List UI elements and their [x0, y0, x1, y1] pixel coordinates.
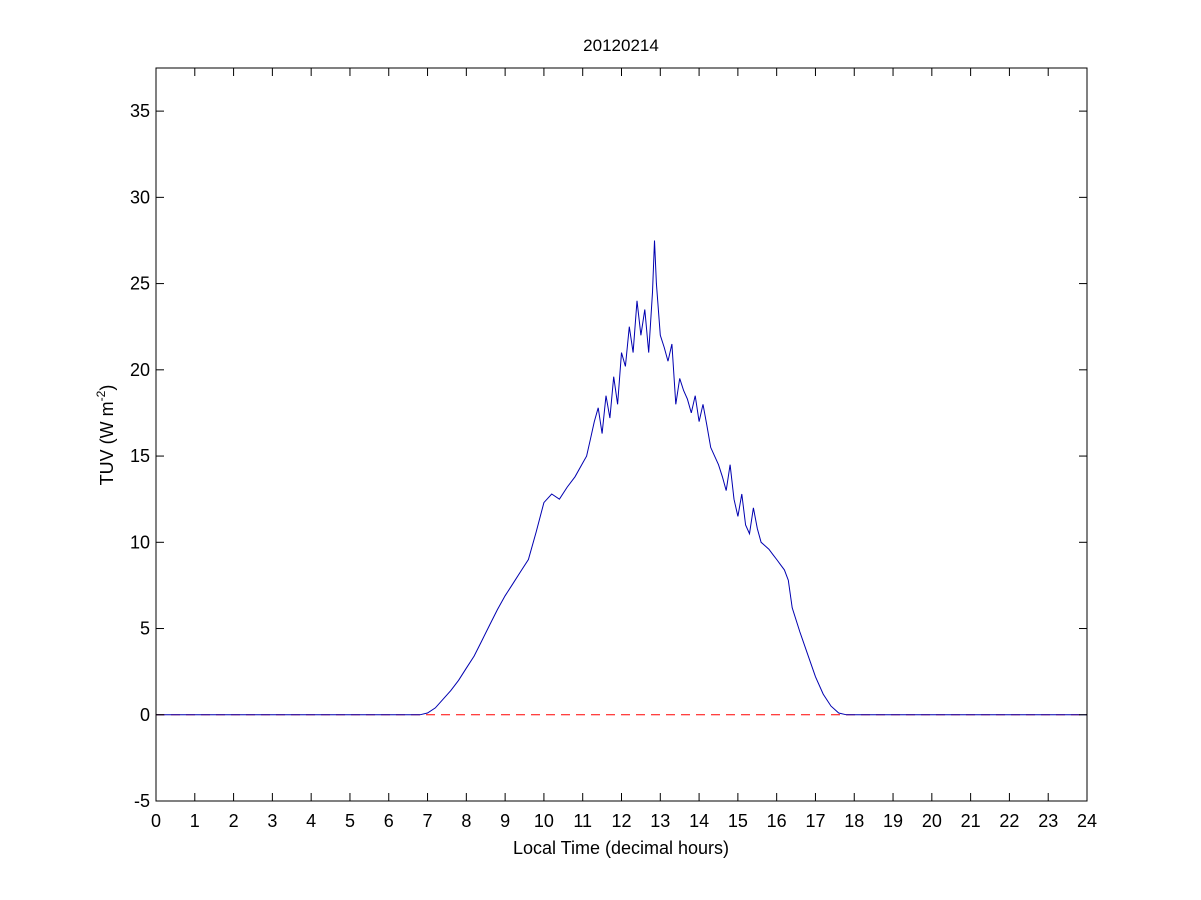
- x-tick-label: 6: [384, 811, 394, 831]
- x-tick-label: 15: [728, 811, 748, 831]
- x-tick-label: 4: [306, 811, 316, 831]
- x-tick-label: 9: [500, 811, 510, 831]
- x-tick-label: 14: [689, 811, 709, 831]
- y-axis-label: TUV (W m-2): [94, 385, 117, 486]
- y-axis-label-superscript: -2: [94, 390, 108, 401]
- y-tick-label: 10: [130, 532, 150, 552]
- x-tick-label: 13: [650, 811, 670, 831]
- y-tick-label: 25: [130, 274, 150, 294]
- x-tick-label: 23: [1038, 811, 1058, 831]
- x-tick-label: 1: [190, 811, 200, 831]
- y-axis-label-text: TUV (W m: [97, 401, 117, 485]
- y-tick-label: -5: [134, 791, 150, 811]
- x-tick-label: 10: [534, 811, 554, 831]
- y-tick-label: 30: [130, 187, 150, 207]
- x-tick-label: 18: [844, 811, 864, 831]
- x-tick-label: 8: [461, 811, 471, 831]
- x-tick-label: 22: [999, 811, 1019, 831]
- x-tick-label: 2: [229, 811, 239, 831]
- x-tick-label: 7: [423, 811, 433, 831]
- x-tick-label: 0: [151, 811, 161, 831]
- axes: 0 1 2 3 4 5 6 7 8 9 10 11 12 13 14 15 16 17 18 19 20 21 22 23 24…: [130, 67, 1097, 831]
- x-tick-label: 24: [1077, 811, 1097, 831]
- y-tick-label: 0: [140, 705, 150, 725]
- y-tick-label: 35: [130, 101, 150, 121]
- y-axis-label-close: ): [97, 385, 117, 391]
- x-tick-label: 19: [883, 811, 903, 831]
- plot-area: [156, 240, 1087, 716]
- series-line-0: [156, 240, 1087, 716]
- x-tick-label: 5: [345, 811, 355, 831]
- chart-title: 20120214: [583, 36, 659, 55]
- x-tick-label: 21: [961, 811, 981, 831]
- x-tick-label: 11: [573, 811, 592, 831]
- x-axis-label: Local Time (decimal hours): [513, 838, 729, 858]
- x-tick-label: 20: [922, 811, 942, 831]
- y-tick-label: 20: [130, 360, 150, 380]
- x-tick-label: 16: [767, 811, 787, 831]
- x-tick-label: 17: [805, 811, 825, 831]
- y-tick-label: 15: [130, 446, 150, 466]
- x-tick-label: 12: [611, 811, 631, 831]
- x-tick-label: 3: [267, 811, 277, 831]
- y-tick-label: 5: [140, 619, 150, 639]
